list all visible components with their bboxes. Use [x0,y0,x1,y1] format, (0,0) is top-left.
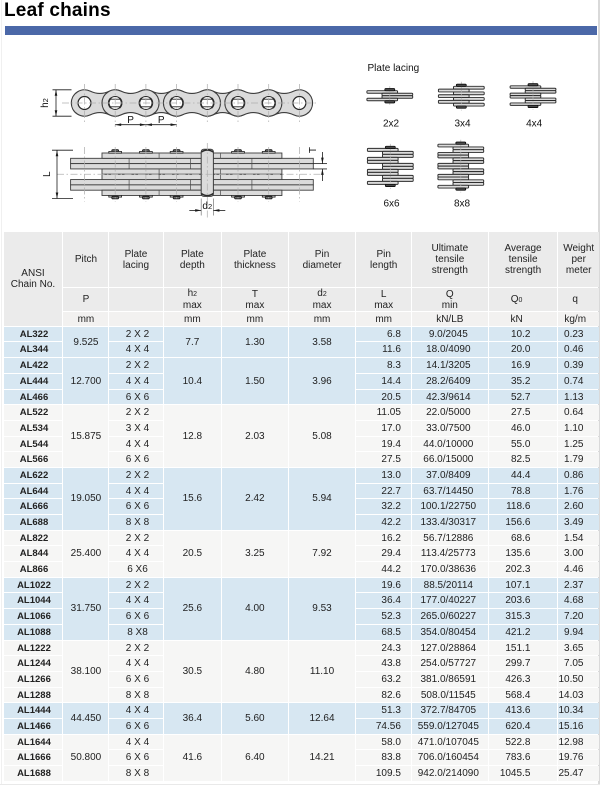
svg-text:P: P [127,115,134,126]
svg-text:T: T [308,147,319,153]
svg-text:8x8: 8x8 [454,198,471,209]
svg-text:P: P [158,115,165,126]
svg-text:d2: d2 [202,201,212,212]
svg-text:3x4: 3x4 [454,119,471,130]
svg-text:4x4: 4x4 [526,119,543,130]
svg-text:L: L [42,171,53,177]
svg-text:h2: h2 [40,98,51,108]
svg-text:Plate lacing: Plate lacing [368,63,420,74]
svg-text:2x2: 2x2 [383,119,400,130]
svg-text:6x6: 6x6 [383,198,400,209]
